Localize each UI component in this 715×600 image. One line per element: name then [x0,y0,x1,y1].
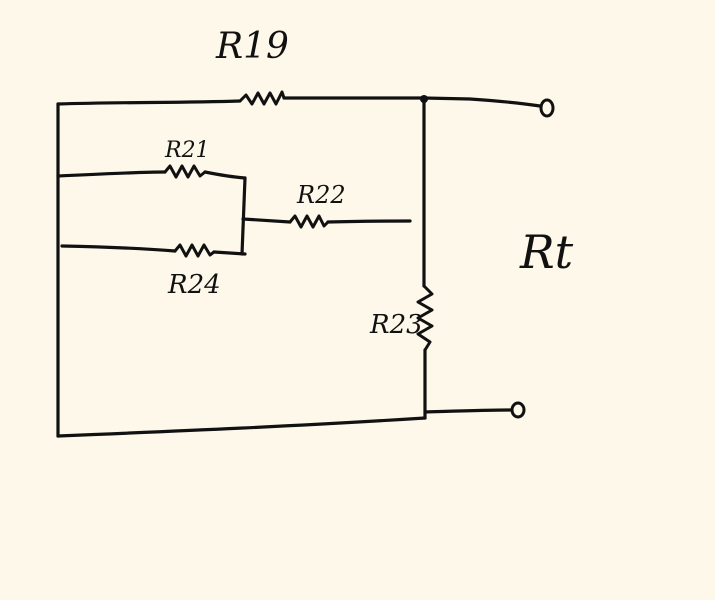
label-r19: R19 [215,26,289,67]
r24-wire-right [212,250,247,256]
bottom-terminal-wire [423,408,514,414]
resistor-r22 [288,214,330,229]
resistor-r23 [416,284,434,352]
r24-wire-left [60,244,177,253]
terminal-top [539,98,555,118]
bottom-wire [56,416,427,438]
terminal-bottom [510,401,526,419]
r22-wire-right [326,219,412,224]
label-r21: R21 [164,138,210,163]
label-r23: R23 [369,310,423,340]
junction-wire [240,176,247,256]
r21-wire-left [56,170,167,178]
resistor-r19 [238,90,286,106]
label-r24: R24 [167,270,221,300]
label-r22: R22 [296,181,346,209]
top-wire-right [282,96,542,108]
top-wire-left [56,99,242,106]
resistor-r21 [163,164,207,179]
r22-wire-left [241,217,292,224]
r21-wire-right [203,170,247,180]
resistor-r24 [173,243,216,258]
junction-dot [420,95,428,103]
label-rt: Rt [519,225,574,279]
right-vertical-wire [422,96,427,420]
